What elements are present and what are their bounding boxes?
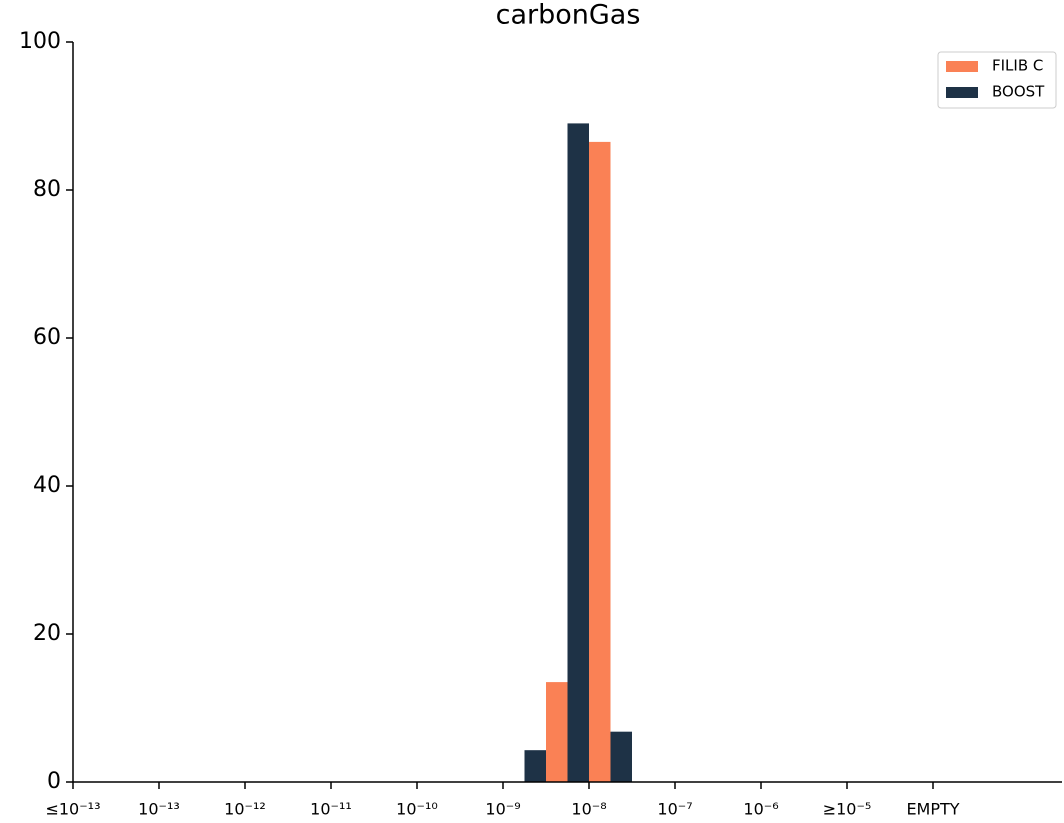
legend-swatch [946, 87, 978, 98]
legend-label: BOOST [992, 83, 1045, 101]
bar [567, 123, 589, 782]
x-tick-label: 10⁻⁶ [743, 800, 778, 819]
x-tick-label: ≤10⁻¹³ [45, 800, 100, 819]
legend-label: FILIB C [992, 57, 1043, 75]
x-tick-label: 10⁻⁹ [485, 800, 520, 819]
x-tick-label: 10⁻⁸ [571, 800, 606, 819]
x-tick-label: ≥10⁻⁵ [823, 800, 872, 819]
bar [546, 682, 568, 782]
y-tick-label: 0 [47, 769, 61, 794]
bar [589, 141, 611, 782]
x-tick-label: 10⁻¹¹ [310, 800, 352, 819]
x-tick-label: 10⁻⁷ [657, 800, 692, 819]
x-tick-label: 10⁻¹³ [138, 800, 180, 819]
y-tick-label: 80 [33, 177, 61, 202]
x-tick-label: 10⁻¹² [224, 800, 266, 819]
y-tick-label: 40 [33, 473, 61, 498]
x-tick-label: 10⁻¹⁰ [396, 800, 438, 819]
x-tick-label: EMPTY [906, 800, 959, 819]
chart-title: carbonGas [496, 0, 641, 31]
bar [610, 731, 632, 782]
y-tick-label: 20 [33, 621, 61, 646]
y-tick-label: 100 [19, 29, 61, 54]
legend-swatch [946, 61, 978, 72]
y-tick-label: 60 [33, 325, 61, 350]
bar [524, 750, 546, 782]
